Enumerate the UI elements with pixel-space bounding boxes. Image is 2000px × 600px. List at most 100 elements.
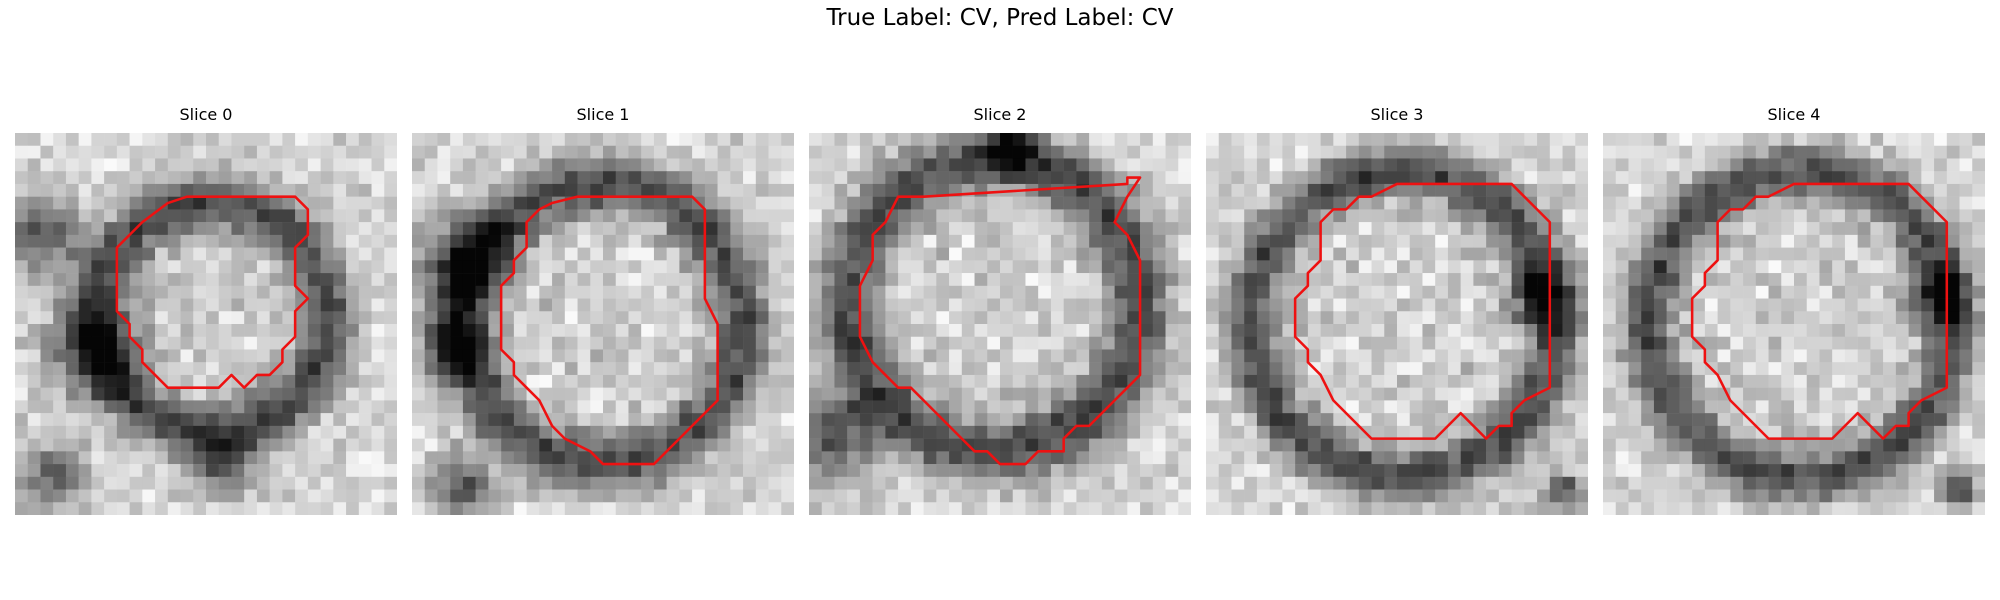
image-pixel: [885, 285, 899, 299]
image-pixel: [1883, 222, 1897, 236]
image-pixel: [590, 209, 604, 223]
image-pixel: [450, 438, 464, 452]
image-pixel: [1537, 438, 1551, 452]
image-pixel: [885, 133, 899, 146]
image-pixel: [142, 145, 156, 159]
image-pixel: [755, 400, 769, 414]
image-pixel: [653, 209, 667, 223]
image-pixel: [1883, 400, 1897, 414]
image-pixel: [923, 362, 937, 376]
image-pixel: [885, 413, 899, 427]
image-pixel: [488, 324, 502, 337]
image-pixel: [142, 133, 156, 146]
image-pixel: [1231, 502, 1245, 515]
image-pixel: [180, 234, 194, 248]
image-pixel: [307, 349, 321, 363]
image-pixel: [717, 298, 731, 312]
image-pixel: [488, 413, 502, 427]
image-pixel: [1165, 183, 1179, 197]
image-pixel: [193, 451, 207, 465]
image-pixel: [193, 438, 207, 452]
image-pixel: [1244, 489, 1258, 503]
image-pixel: [129, 413, 143, 427]
image-pixel: [231, 362, 245, 376]
image-pixel: [295, 349, 309, 363]
image-pixel: [1781, 400, 1795, 414]
image-pixel: [116, 260, 130, 274]
image-pixel: [1603, 234, 1616, 248]
slice-title: Slice 2: [973, 105, 1027, 124]
image-pixel: [15, 400, 28, 414]
image-pixel: [218, 298, 232, 312]
image-pixel: [1537, 336, 1551, 350]
image-pixel: [949, 464, 963, 478]
image-pixel: [1870, 183, 1884, 197]
image-pixel: [1537, 502, 1551, 515]
image-pixel: [104, 158, 118, 172]
image-pixel: [1653, 145, 1667, 159]
image-pixel: [1282, 311, 1296, 325]
image-pixel: [1165, 464, 1179, 478]
image-pixel: [320, 476, 334, 490]
image-pixel: [1755, 311, 1769, 325]
image-pixel: [1206, 489, 1219, 503]
image-pixel: [1333, 285, 1347, 299]
image-pixel: [1704, 336, 1718, 350]
image-pixel: [1832, 209, 1846, 223]
image-pixel: [1972, 489, 1985, 503]
image-pixel: [424, 324, 438, 337]
image-pixel: [1870, 285, 1884, 299]
image-pixel: [1562, 425, 1576, 439]
image-pixel: [987, 502, 1001, 515]
image-pixel: [450, 260, 464, 274]
image-pixel: [1101, 158, 1115, 172]
image-pixel: [1397, 438, 1410, 452]
image-pixel: [1908, 374, 1922, 388]
image-pixel: [1025, 285, 1039, 299]
image-pixel: [1486, 209, 1500, 223]
image-pixel: [1679, 387, 1693, 401]
image-pixel: [1244, 400, 1258, 414]
image-pixel: [834, 209, 848, 223]
image-pixel: [552, 438, 566, 452]
image-pixel: [1511, 273, 1525, 287]
image-pixel: [1717, 183, 1731, 197]
image-pixel: [615, 260, 629, 274]
image-pixel: [1972, 158, 1985, 172]
image-pixel: [1178, 209, 1191, 223]
image-pixel: [1743, 425, 1757, 439]
image-pixel: [346, 464, 360, 478]
image-pixel: [1653, 374, 1667, 388]
image-pixel: [923, 451, 937, 465]
image-pixel: [1165, 400, 1179, 414]
image-pixel: [1460, 476, 1474, 490]
image-pixel: [577, 438, 591, 452]
image-pixel: [78, 196, 92, 210]
image-pixel: [1743, 464, 1757, 478]
image-pixel: [809, 171, 822, 185]
image-pixel: [1000, 413, 1013, 427]
image-pixel: [1063, 502, 1077, 515]
image-pixel: [872, 285, 886, 299]
image-pixel: [91, 260, 105, 274]
image-pixel: [1806, 158, 1820, 172]
image-pixel: [1628, 145, 1642, 159]
image-pixel: [1575, 502, 1588, 515]
image-pixel: [1371, 247, 1385, 261]
image-pixel: [717, 145, 731, 159]
image-pixel: [1575, 158, 1588, 172]
image-pixel: [1755, 222, 1769, 236]
image-pixel: [269, 489, 283, 503]
image-pixel: [1231, 183, 1245, 197]
image-pixel: [1231, 400, 1245, 414]
image-pixel: [603, 413, 616, 427]
image-pixel: [1615, 349, 1629, 363]
image-pixel: [475, 362, 489, 376]
image-pixel: [1857, 247, 1871, 261]
image-pixel: [1679, 209, 1693, 223]
image-pixel: [384, 400, 397, 414]
image-pixel: [1641, 324, 1655, 337]
image-pixel: [615, 311, 629, 325]
image-pixel: [27, 285, 41, 299]
image-pixel: [1946, 336, 1960, 350]
